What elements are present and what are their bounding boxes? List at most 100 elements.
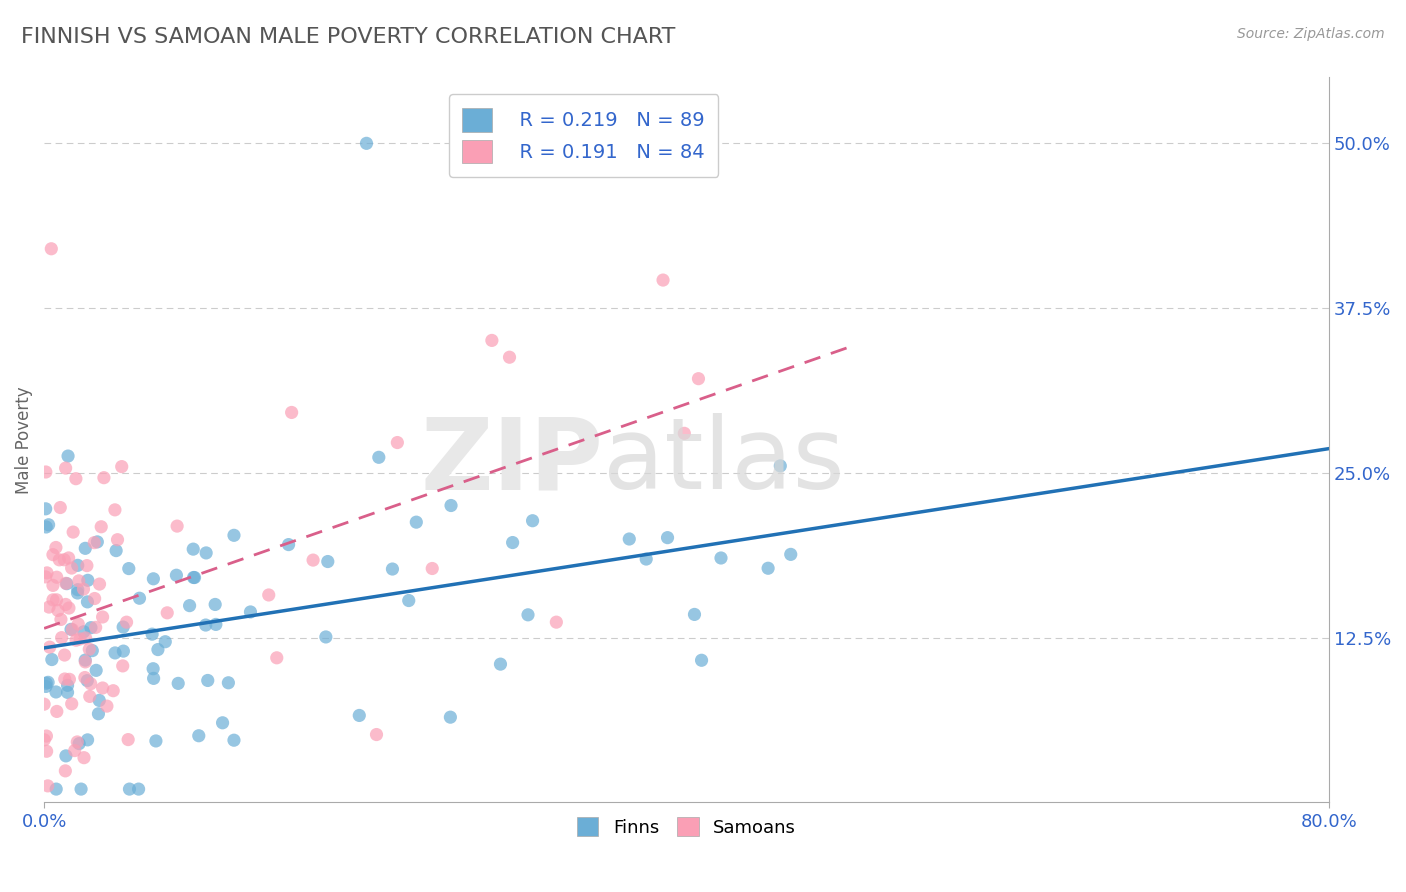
Point bbox=[90, 520, 112, 534]
Point bbox=[440, 499, 463, 513]
Text: atlas: atlas bbox=[603, 413, 845, 510]
Point bbox=[187, 729, 209, 743]
Point bbox=[60, 561, 83, 575]
Point bbox=[111, 659, 134, 673]
Point bbox=[181, 542, 204, 557]
Point bbox=[96, 699, 118, 714]
Point bbox=[76, 574, 98, 588]
Point bbox=[103, 683, 125, 698]
Point bbox=[316, 555, 339, 569]
Point bbox=[165, 568, 187, 582]
Point bbox=[35, 729, 58, 743]
Point bbox=[76, 732, 98, 747]
Point bbox=[56, 685, 79, 699]
Point bbox=[197, 673, 219, 688]
Point bbox=[45, 705, 67, 719]
Point bbox=[688, 372, 710, 386]
Point bbox=[111, 459, 134, 474]
Point bbox=[105, 543, 128, 558]
Point bbox=[49, 500, 72, 515]
Point bbox=[167, 676, 190, 690]
Point bbox=[32, 732, 55, 747]
Point bbox=[83, 591, 105, 606]
Point bbox=[546, 615, 568, 629]
Point bbox=[619, 532, 641, 546]
Point bbox=[67, 737, 90, 751]
Point bbox=[63, 743, 86, 757]
Point bbox=[58, 673, 80, 687]
Point bbox=[115, 615, 138, 630]
Point bbox=[34, 501, 56, 516]
Point bbox=[53, 648, 76, 662]
Point bbox=[65, 633, 87, 648]
Point bbox=[75, 655, 97, 669]
Point bbox=[179, 599, 201, 613]
Point bbox=[42, 548, 65, 562]
Point bbox=[60, 697, 83, 711]
Point bbox=[498, 350, 520, 364]
Point bbox=[239, 605, 262, 619]
Point bbox=[38, 600, 60, 615]
Point bbox=[35, 680, 58, 694]
Point bbox=[80, 621, 103, 635]
Point bbox=[145, 734, 167, 748]
Point bbox=[277, 538, 299, 552]
Point bbox=[55, 461, 77, 475]
Point bbox=[45, 685, 67, 699]
Point bbox=[67, 617, 90, 632]
Point bbox=[37, 675, 59, 690]
Point bbox=[51, 631, 73, 645]
Point bbox=[266, 650, 288, 665]
Point bbox=[35, 520, 58, 534]
Point bbox=[84, 664, 107, 678]
Point bbox=[183, 570, 205, 584]
Point bbox=[194, 618, 217, 632]
Point bbox=[82, 643, 104, 657]
Point bbox=[70, 782, 93, 797]
Point bbox=[381, 562, 404, 576]
Point bbox=[302, 553, 325, 567]
Point bbox=[42, 592, 65, 607]
Point bbox=[34, 570, 56, 584]
Point bbox=[62, 525, 84, 540]
Point bbox=[38, 517, 60, 532]
Point bbox=[117, 732, 139, 747]
Point bbox=[222, 733, 245, 747]
Point bbox=[45, 782, 67, 797]
Point bbox=[128, 782, 150, 797]
Point bbox=[76, 673, 98, 688]
Point bbox=[79, 690, 101, 704]
Point bbox=[58, 550, 80, 565]
Point bbox=[55, 748, 77, 763]
Point bbox=[55, 576, 77, 591]
Point bbox=[222, 528, 245, 542]
Point bbox=[204, 598, 226, 612]
Point bbox=[104, 646, 127, 660]
Point bbox=[522, 514, 544, 528]
Legend: Finns, Samoans: Finns, Samoans bbox=[569, 810, 803, 844]
Point bbox=[55, 598, 77, 612]
Point bbox=[142, 672, 165, 686]
Point bbox=[72, 582, 94, 596]
Text: ZIP: ZIP bbox=[420, 413, 603, 510]
Point bbox=[53, 764, 76, 778]
Point bbox=[76, 595, 98, 609]
Point bbox=[60, 623, 83, 637]
Point bbox=[112, 620, 135, 634]
Point bbox=[41, 652, 63, 666]
Point bbox=[779, 548, 801, 562]
Point bbox=[211, 715, 233, 730]
Point bbox=[205, 617, 228, 632]
Point bbox=[66, 735, 89, 749]
Point bbox=[45, 541, 67, 555]
Point bbox=[56, 449, 79, 463]
Point bbox=[673, 426, 696, 441]
Point bbox=[690, 653, 713, 667]
Point bbox=[366, 727, 388, 741]
Point bbox=[66, 582, 89, 597]
Point bbox=[156, 606, 179, 620]
Point bbox=[657, 531, 679, 545]
Point bbox=[118, 782, 141, 797]
Point bbox=[45, 592, 67, 607]
Point bbox=[636, 552, 658, 566]
